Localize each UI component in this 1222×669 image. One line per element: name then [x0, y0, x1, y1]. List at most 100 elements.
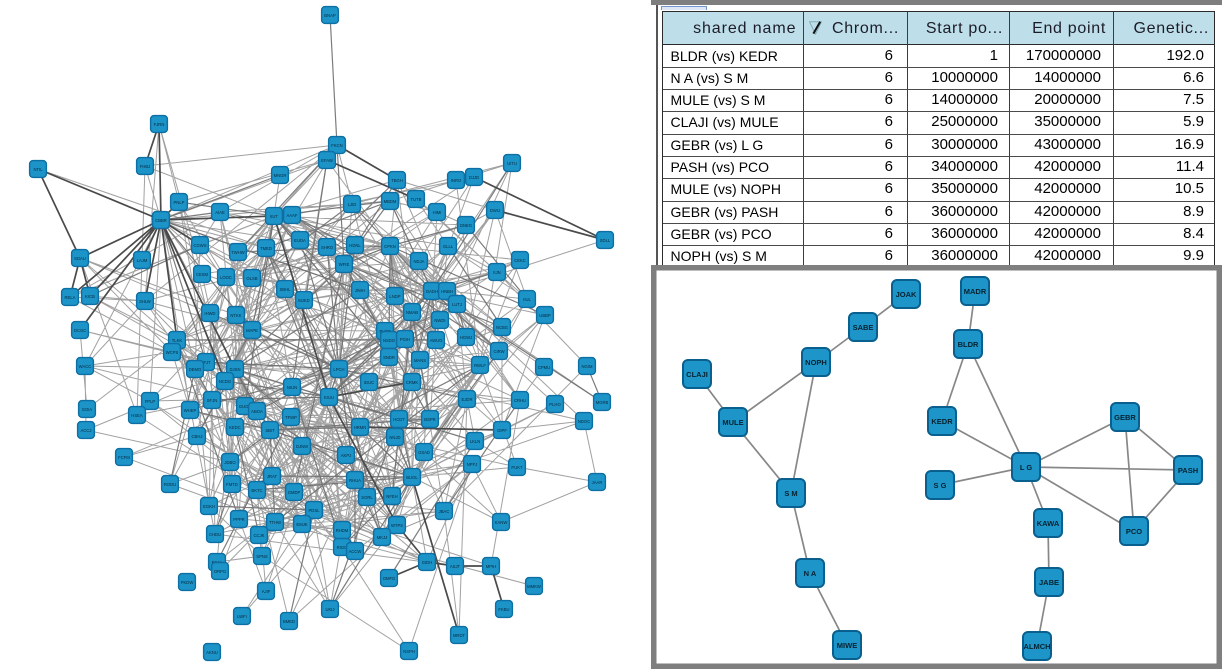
svg-text:KEDC: KEDC: [229, 425, 241, 430]
svg-text:NTKK: NTKK: [230, 313, 241, 318]
svg-text:DJJD: DJJD: [469, 175, 479, 180]
svg-text:TMED: TMED: [260, 246, 272, 251]
svg-text:HNBH: HNBH: [441, 289, 453, 294]
svg-text:ACCW: ACCW: [349, 549, 362, 554]
svg-text:CHDU: CHDU: [209, 532, 221, 537]
svg-text:NFEH: NFEH: [386, 494, 397, 499]
svg-text:LJID: LJID: [348, 202, 357, 207]
svg-text:LUTJ: LUTJ: [452, 302, 462, 307]
svg-text:GLLL: GLLL: [443, 244, 454, 249]
svg-text:PLHO: PLHO: [549, 402, 561, 407]
svg-text:NSPH: NSPH: [403, 649, 415, 654]
svg-text:HGWJ: HGWJ: [460, 335, 472, 340]
svg-text:HIMI: HIMI: [433, 210, 442, 215]
svg-text:GSAD: GSAD: [418, 450, 430, 455]
svg-text:OLSB: OLSB: [246, 276, 257, 281]
svg-text:BUOL: BUOL: [406, 475, 418, 480]
svg-text:SABE: SABE: [853, 323, 874, 332]
svg-text:BSPR: BSPR: [424, 417, 435, 422]
svg-text:NDJA: NDJA: [414, 259, 425, 264]
svg-text:SBHL: SBHL: [280, 287, 292, 292]
svg-text:PGIH: PGIH: [400, 337, 410, 342]
svg-text:HDNL: HDNL: [349, 243, 361, 248]
svg-text:LKLN: LKLN: [470, 439, 480, 444]
svg-text:LWFI: LWFI: [237, 614, 247, 619]
svg-text:EFAW: EFAW: [321, 158, 333, 163]
svg-text:UKIJ: UKIJ: [325, 607, 334, 612]
svg-text:SPNS: SPNS: [256, 554, 268, 559]
svg-text:ABOA: ABOA: [251, 409, 263, 414]
svg-text:JFJT: JFJT: [201, 360, 211, 365]
svg-text:HCDT: HCDT: [393, 417, 405, 422]
svg-text:SBIT: SBIT: [265, 428, 275, 433]
svg-text:NTIL: NTIL: [33, 167, 43, 172]
svg-text:EUDA: EUDA: [294, 238, 306, 243]
svg-text:S M: S M: [784, 489, 797, 498]
svg-text:PUKT: PUKT: [511, 465, 523, 470]
svg-text:IDUC: IDUC: [364, 380, 374, 385]
svg-text:HRMN: HRMN: [354, 425, 367, 430]
svg-text:IIJN: IIJN: [493, 270, 500, 275]
svg-text:FKCN: FKCN: [331, 143, 342, 148]
svg-text:NGIM: NGIM: [582, 364, 593, 369]
svg-text:GEBR: GEBR: [1114, 413, 1136, 422]
svg-text:UBBP: UBBP: [539, 313, 551, 318]
svg-text:GMDP: GMDP: [288, 490, 301, 495]
svg-text:CESM: CESM: [196, 272, 209, 277]
svg-text:IIUT: IIUT: [270, 214, 278, 219]
svg-text:NDOC: NDOC: [578, 419, 590, 424]
svg-text:SNDR: SNDR: [383, 355, 395, 360]
svg-text:EGKH: EGKH: [203, 504, 215, 509]
svg-text:TFWP: TFWP: [285, 415, 297, 420]
svg-text:RELA: RELA: [65, 295, 76, 300]
svg-text:FJRN: FJRN: [154, 122, 165, 127]
svg-text:SDLL: SDLL: [600, 238, 611, 243]
svg-text:AJIF: AJIF: [262, 589, 271, 594]
svg-text:RHUA: RHUA: [349, 478, 361, 483]
svg-text:FKBU: FKBU: [498, 607, 509, 612]
svg-text:RWLF: RWLF: [474, 363, 486, 368]
svg-text:NPFJ: NPFJ: [467, 462, 477, 467]
svg-text:AAAF: AAAF: [287, 213, 298, 218]
svg-text:FMTD: FMTD: [226, 482, 238, 487]
svg-text:KANW: KANW: [495, 520, 508, 525]
svg-text:WFIE: WFIE: [339, 262, 350, 267]
svg-text:FHBJ: FHBJ: [140, 164, 150, 169]
svg-text:LNDP: LNDP: [389, 294, 400, 299]
svg-text:LAJM: LAJM: [137, 258, 148, 263]
svg-text:TWHW: TWHW: [231, 250, 245, 255]
svg-text:PNLP: PNLP: [174, 200, 185, 205]
svg-text:DJSN: DJSN: [230, 367, 241, 372]
svg-text:SHLW: SHLW: [139, 299, 151, 304]
svg-text:FPLP: FPLP: [145, 399, 156, 404]
svg-text:CGWS: CGWS: [193, 243, 206, 248]
svg-text:KICB: KICB: [85, 294, 95, 299]
svg-text:TBGH: TBGH: [391, 178, 403, 183]
svg-text:GUOK: GUOK: [239, 404, 252, 409]
svg-text:CEKC: CEKC: [514, 258, 526, 263]
svg-text:BNAP: BNAP: [324, 13, 336, 18]
svg-text:KIUU: KIUU: [324, 395, 334, 400]
svg-text:PCO: PCO: [1126, 527, 1142, 536]
svg-text:RIGO: RIGO: [337, 545, 348, 550]
svg-text:WACC: WACC: [79, 364, 92, 369]
svg-text:NCBG: NCBG: [496, 325, 508, 330]
svg-text:FCFM: FCFM: [118, 455, 130, 460]
svg-text:NWDI: NWDI: [434, 318, 445, 323]
svg-text:WHEP: WHEP: [184, 408, 197, 413]
svg-text:MMKW: MMKW: [527, 584, 541, 589]
svg-text:JABE: JABE: [1039, 578, 1059, 587]
svg-text:AWUO: AWUO: [430, 338, 444, 343]
svg-text:MNGR: MNGR: [274, 173, 287, 178]
svg-text:S G: S G: [934, 481, 947, 490]
svg-text:BKTC: BKTC: [251, 488, 262, 493]
svg-text:JIWH: JIWH: [355, 288, 365, 293]
svg-text:MAPE: MAPE: [246, 328, 258, 333]
svg-text:TTHW: TTHW: [269, 520, 281, 525]
svg-text:EMJK: EMJK: [296, 522, 307, 527]
svg-text:CCJK: CCJK: [254, 533, 265, 538]
svg-text:CLAJI: CLAJI: [686, 370, 708, 379]
svg-text:JOAK: JOAK: [896, 290, 917, 299]
svg-text:JRAT: JRAT: [267, 474, 278, 479]
svg-text:LPCH: LPCH: [333, 367, 344, 372]
